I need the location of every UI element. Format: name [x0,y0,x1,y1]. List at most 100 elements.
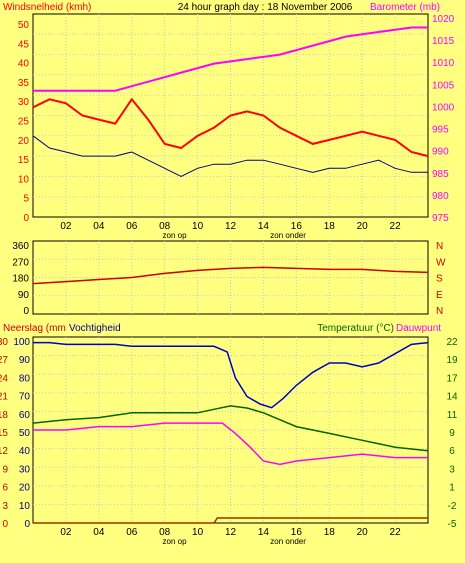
wind-tick-label: 5 [23,194,29,205]
compass-label: W [436,257,446,268]
compass-label: E [436,290,443,301]
time-tick-label: 22 [390,221,402,232]
barometer-tick-label: 980 [432,191,449,202]
temperature-axis-ticks: 22 19 17 14 11 9 6 3 1 -2 -5 [446,337,458,530]
temperature-tick-label: 22 [446,337,458,348]
wind-barometer-panel: Windsnelheid (kmh) 24 hour graph day : 1… [3,2,455,240]
rain-tick-label: 21 [0,392,8,403]
time-tick-label: 18 [324,527,336,538]
humidity-line [33,341,429,409]
barometer-tick-label: 995 [432,125,449,136]
compass-label: S [436,274,443,285]
temperature-tick-label: 9 [449,428,455,439]
barometer-tick-label: 1005 [432,80,455,91]
sun-annotation: zon op [163,537,188,546]
temperature-line [32,405,429,452]
time-tick-label: 10 [192,527,204,538]
direction-series [32,266,429,285]
time-tick-label: 04 [93,221,105,232]
time-tick-label: 04 [93,527,105,538]
rain-tick-label: 12 [0,446,8,457]
temperature-tick-label: -2 [448,501,457,512]
humidity-tick-label: 80 [19,373,31,384]
dewpoint-axis-title: Dauwpunt [396,323,441,334]
wind-tick-label: 35 [18,78,30,89]
direction-degree-label: 180 [12,274,29,285]
chart-title: 24 hour graph day : 18 November 2006 [178,2,353,13]
humidity-temperature-series [32,341,429,524]
time-tick-label: 20 [357,527,369,538]
humidity-temperature-panel: Neerslag (mm Vochtigheid Temperatuur (°C… [0,323,458,546]
barometer-tick-label: 1020 [432,14,455,25]
rain-humidity-ticks: 3027242118151296301009080706050403020100 [0,337,30,530]
humidity-tick-label: 20 [19,483,31,494]
rain-axis-title: Neerslag (mm [3,323,66,334]
wind-speed-line [32,135,428,177]
rain-tick-label: 15 [0,428,8,439]
sun-annotation: zon onder [270,231,306,240]
temperature-tick-label: 19 [446,355,458,366]
rain-tick-label: 27 [0,355,8,366]
barometer-tick-label: 1000 [432,102,455,113]
time-tick-label: 20 [357,221,369,232]
temperature-tick-label: 17 [446,373,458,384]
wind-tick-label: 25 [18,117,30,128]
humidity-tick-label: 30 [19,464,31,475]
time-tick-label: 18 [324,221,336,232]
rain-tick-label: 24 [0,373,8,384]
humidity-tick-label: 0 [24,519,30,530]
rain-tick-label: 9 [2,464,8,475]
rain-line [33,517,428,524]
wind-tick-label: 45 [18,39,30,50]
temperature-tick-label: 3 [449,464,455,475]
rain-tick-label: 18 [0,410,8,421]
rain-tick-label: 0 [2,519,8,530]
time-tick-label: 10 [192,221,204,232]
humidity-tick-label: 50 [19,428,31,439]
wind-direction-line [32,266,429,285]
barometer-tick-label: 1010 [432,58,455,69]
wind-grid [33,14,428,217]
rain-tick-label: 3 [2,501,8,512]
time-tick-label: 06 [126,221,138,232]
barometer-axis-ticks: 1020 1015 1010 1005 1000 995 990 985 980 975 [432,14,455,224]
sun-annotation: zon op [163,231,188,240]
wind-tick-label: 10 [18,174,30,185]
time-tick-label: 14 [258,527,270,538]
barometer-line [33,26,428,92]
time-tick-label: 16 [291,221,303,232]
wind-barometer-series [32,26,429,177]
direction-degree-label: 360 [12,241,29,252]
time-tick-label: 12 [225,221,237,232]
wind-axis-title: Windsnelheid (kmh) [3,2,91,13]
humidity-axis-title: Vochtigheid [69,323,121,334]
sun-annotation: zon onder [270,537,306,546]
time-tick-label: 02 [60,221,72,232]
temperature-tick-label: 11 [447,410,458,421]
compass-label: N [436,241,443,252]
wind-tick-label: 15 [18,155,30,166]
temperature-tick-label: 14 [446,392,458,403]
direction-grid [33,241,428,314]
humidity-tick-label: 70 [19,392,31,403]
humidity-tick-label: 100 [13,337,30,348]
time-axis-ticks: 02 04 06 08 10 12 14 16 18 20 22 zon op zon onder [60,221,401,240]
time-tick-label: 08 [159,527,171,538]
dewpoint-line [33,422,428,466]
temperature-tick-label: -5 [448,519,457,530]
wind-tick-label: 50 [18,20,30,31]
direction-degree-label: 270 [12,257,29,268]
time-axis-ticks-bottom: 02 04 06 08 10 12 14 16 18 20 22 zon op zon onder [60,527,401,546]
compass-label: N [436,306,443,317]
wind-gust-line [32,97,429,158]
barometer-tick-label: 985 [432,169,449,180]
time-tick-label: 12 [225,527,237,538]
wind-tick-label: 40 [18,59,30,70]
humidity-tick-label: 60 [19,410,31,421]
temperature-tick-label: 1 [449,483,455,494]
humidity-tick-label: 40 [19,446,31,457]
